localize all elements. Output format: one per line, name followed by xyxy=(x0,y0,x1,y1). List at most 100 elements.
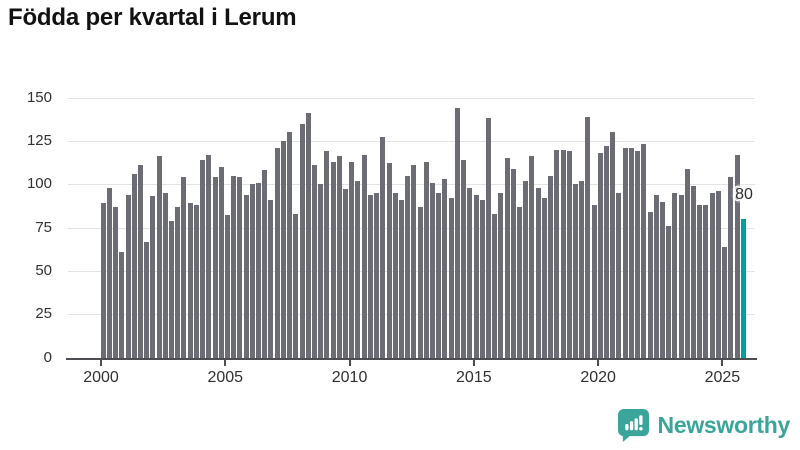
y-axis-label: 100 xyxy=(26,175,52,193)
bar xyxy=(579,180,585,358)
bar xyxy=(206,154,212,358)
bar xyxy=(386,163,392,358)
bar xyxy=(454,107,460,358)
bar xyxy=(125,194,131,358)
bar xyxy=(131,173,137,358)
bar xyxy=(349,161,355,358)
chart-title: Födda per kvartal i Lerum xyxy=(8,4,297,31)
newsworthy-logo-text: Newsworthy xyxy=(657,411,791,438)
bar xyxy=(106,187,112,358)
bar xyxy=(628,147,634,358)
plot-area xyxy=(68,97,756,358)
bar xyxy=(659,201,665,358)
x-axis-label: 2025 xyxy=(704,368,741,386)
bar xyxy=(572,184,578,358)
bar xyxy=(653,194,659,358)
bar xyxy=(231,175,237,358)
gridline xyxy=(68,140,755,142)
bar xyxy=(666,225,672,358)
bar xyxy=(318,184,324,358)
bar xyxy=(430,182,436,358)
bar xyxy=(392,192,398,358)
x-axis-label: 2020 xyxy=(580,368,616,386)
bar xyxy=(150,196,156,358)
x-axis-label: 2000 xyxy=(83,368,119,386)
bar xyxy=(287,132,293,358)
bar xyxy=(256,182,262,358)
bar xyxy=(169,220,175,358)
bar xyxy=(262,170,268,358)
bar-value-label: 80 xyxy=(735,186,753,203)
y-axis-label: 0 xyxy=(43,348,52,366)
bar xyxy=(479,199,485,358)
bar xyxy=(305,113,311,358)
bar xyxy=(523,180,529,358)
bar xyxy=(641,144,647,358)
bar xyxy=(243,194,249,358)
bar xyxy=(715,191,721,358)
bar xyxy=(137,165,143,358)
bar xyxy=(517,206,523,358)
bar xyxy=(374,192,380,358)
bar xyxy=(616,192,622,358)
bar xyxy=(417,206,423,358)
x-axis-tick xyxy=(597,359,600,366)
bar xyxy=(492,213,498,358)
bar xyxy=(554,149,560,358)
y-axis-label: 150 xyxy=(26,88,52,106)
bar xyxy=(709,192,715,358)
bar xyxy=(467,187,473,358)
bar xyxy=(237,177,243,358)
bar xyxy=(529,156,535,358)
bar xyxy=(187,203,193,358)
bar xyxy=(728,177,734,358)
bar xyxy=(162,192,168,358)
bar xyxy=(423,161,429,358)
bar xyxy=(113,206,119,358)
bar xyxy=(361,154,367,358)
bar xyxy=(200,159,206,358)
bar xyxy=(249,184,255,358)
bar xyxy=(212,177,218,358)
x-axis-tick xyxy=(224,359,227,366)
bar xyxy=(461,159,467,358)
bar xyxy=(343,189,349,358)
bar xyxy=(510,168,516,358)
bar xyxy=(436,192,442,358)
bar xyxy=(535,187,541,358)
bar xyxy=(448,198,454,358)
bar xyxy=(218,166,224,358)
highlighted-bar xyxy=(740,218,746,358)
x-axis-tick xyxy=(472,359,475,366)
bar xyxy=(635,151,641,358)
bar xyxy=(672,192,678,358)
bar xyxy=(355,180,361,358)
y-axis-label: 75 xyxy=(35,218,52,236)
x-axis-tick xyxy=(100,359,102,366)
bar xyxy=(193,205,199,358)
bar xyxy=(691,185,697,358)
bar xyxy=(411,165,417,358)
bar xyxy=(473,194,479,358)
bar xyxy=(703,205,709,358)
bar xyxy=(498,192,504,358)
x-axis-tick xyxy=(348,359,351,366)
bar xyxy=(324,151,330,358)
bar xyxy=(336,156,342,358)
bar xyxy=(647,212,653,358)
bar xyxy=(485,118,491,358)
bar xyxy=(548,175,554,358)
bar xyxy=(405,175,411,358)
bar xyxy=(274,147,280,358)
bar xyxy=(678,194,684,358)
bar xyxy=(504,158,510,358)
bar xyxy=(119,251,125,358)
bar xyxy=(156,156,162,358)
bar xyxy=(299,123,305,358)
bar xyxy=(622,147,628,358)
y-axis-label: 125 xyxy=(26,131,52,149)
x-axis-tick xyxy=(721,359,724,366)
bar xyxy=(280,140,286,358)
bar xyxy=(268,199,274,358)
